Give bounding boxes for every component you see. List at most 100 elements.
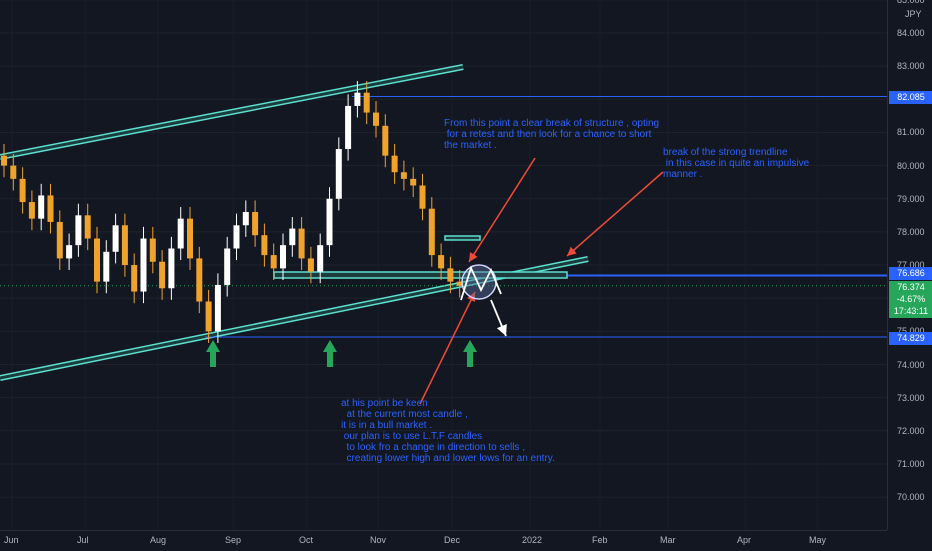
price-tick-label: 85.000 bbox=[897, 0, 925, 5]
price-tick-label: 79.000 bbox=[897, 193, 925, 204]
arrow-trendline-red bbox=[566, 171, 664, 257]
candle-body bbox=[28, 202, 35, 219]
time-label: Nov bbox=[370, 535, 387, 545]
level-tag-76686: 76.686 bbox=[889, 267, 932, 280]
annotation-drawings bbox=[206, 157, 664, 405]
candle-body bbox=[373, 112, 379, 126]
candle-body bbox=[428, 208, 435, 256]
price-tick-label: 75.000 bbox=[897, 326, 925, 336]
candle-body bbox=[131, 265, 138, 292]
time-label: Sep bbox=[225, 535, 242, 545]
candle-body bbox=[382, 125, 389, 156]
upper-channel-line-inner bbox=[0, 65, 464, 159]
candle-body bbox=[233, 225, 240, 249]
candle-body bbox=[75, 215, 82, 246]
level-tag-74829: 74.829 bbox=[889, 332, 932, 345]
candle-body bbox=[103, 251, 110, 282]
time-label: Apr bbox=[737, 535, 752, 545]
price-tick-label: 70.000 bbox=[897, 492, 925, 503]
price-tick-label: 83.000 bbox=[897, 61, 925, 72]
candle-body bbox=[10, 165, 17, 179]
candle-body bbox=[419, 185, 426, 209]
candle-body bbox=[270, 255, 277, 269]
chart-area[interactable]: From this point a clear break of structu… bbox=[0, 0, 887, 530]
demand-zone bbox=[273, 271, 568, 279]
chart-grid bbox=[0, 0, 887, 498]
time-axis[interactable]: Jun Jul Aug Sep Oct Nov Dec 2022 Feb Mar Apr May bbox=[0, 530, 887, 551]
candle-body bbox=[177, 218, 184, 249]
support-up-arrow bbox=[463, 340, 477, 367]
time-label: Feb bbox=[592, 535, 608, 545]
zigzag-projection bbox=[460, 265, 502, 301]
candle-body bbox=[66, 245, 73, 259]
channel-lines bbox=[0, 64, 589, 381]
price-tick-label: 73.000 bbox=[897, 392, 925, 403]
countdown-tag: 17:43:11 bbox=[889, 305, 932, 318]
candle-body bbox=[168, 248, 175, 289]
candle-body bbox=[242, 212, 249, 226]
time-label: Oct bbox=[299, 535, 314, 545]
note-bull-market: at his point be keen at the current most… bbox=[341, 398, 555, 464]
candle-body bbox=[149, 238, 156, 262]
price-chart[interactable] bbox=[0, 0, 887, 530]
candle-body bbox=[94, 238, 100, 282]
candle-body bbox=[354, 92, 361, 106]
candle-body bbox=[326, 198, 333, 246]
time-label: Mar bbox=[660, 535, 676, 545]
candle-body bbox=[345, 105, 352, 150]
time-label: Aug bbox=[150, 535, 167, 545]
candle-body bbox=[84, 215, 91, 239]
price-tick-label: 74.000 bbox=[897, 359, 925, 370]
candle-body bbox=[224, 248, 231, 285]
time-label: Jul bbox=[77, 535, 89, 545]
candle-body bbox=[205, 301, 212, 332]
candle-body bbox=[159, 261, 166, 289]
note-trendline-break: break of the strong trendline in this ca… bbox=[663, 147, 810, 180]
candlesticks bbox=[1, 81, 463, 343]
candle-body bbox=[317, 245, 324, 272]
candle-body bbox=[56, 221, 63, 259]
price-tick-label: 80.000 bbox=[897, 160, 925, 171]
candle-body bbox=[261, 235, 268, 256]
candle-body bbox=[196, 258, 203, 302]
candle-body bbox=[19, 178, 26, 203]
candle-body bbox=[438, 255, 445, 269]
candle-body bbox=[335, 149, 342, 199]
retest-zone bbox=[444, 235, 481, 241]
candle-body bbox=[38, 195, 45, 219]
price-axis[interactable]: 85.00084.00083.00082.00081.00080.00079.0… bbox=[887, 0, 932, 530]
candle-body bbox=[140, 238, 147, 292]
candle-body bbox=[410, 178, 417, 186]
candle-body bbox=[252, 212, 259, 236]
projection-arrow-white bbox=[490, 299, 507, 337]
support-up-arrow bbox=[323, 340, 337, 367]
candle-body bbox=[47, 195, 54, 222]
note-break-structure: From this point a clear break of structu… bbox=[444, 118, 660, 151]
price-tick-label: 77.000 bbox=[897, 260, 925, 271]
price-tick-label: 71.000 bbox=[897, 458, 925, 469]
current-price-tag: 76.374 bbox=[889, 281, 932, 294]
lower-channel-line-inner bbox=[0, 257, 589, 380]
price-tick-label: 84.000 bbox=[897, 28, 925, 38]
candle-body bbox=[121, 225, 128, 266]
candle-body bbox=[400, 172, 407, 179]
current-change-tag: -4.67% bbox=[889, 293, 932, 306]
candle-body bbox=[112, 225, 119, 252]
candle-body bbox=[298, 228, 305, 259]
candle-body bbox=[187, 218, 193, 259]
time-label: May bbox=[809, 535, 827, 545]
time-label: Dec bbox=[444, 535, 461, 545]
candle-body bbox=[391, 155, 398, 173]
arrow-structure-red bbox=[468, 157, 536, 263]
price-tick-label: 81.000 bbox=[897, 127, 925, 138]
candle-body bbox=[289, 228, 296, 246]
time-label: 2022 bbox=[522, 535, 543, 545]
candle-body bbox=[280, 245, 286, 269]
time-label: Jun bbox=[4, 535, 19, 545]
price-tick-label: 78.000 bbox=[897, 226, 925, 237]
candle-body bbox=[214, 284, 221, 332]
currency-label: JPY bbox=[905, 9, 922, 19]
candle-body bbox=[456, 281, 463, 286]
candle-body bbox=[1, 155, 7, 166]
price-tick-label: 72.000 bbox=[897, 425, 925, 436]
